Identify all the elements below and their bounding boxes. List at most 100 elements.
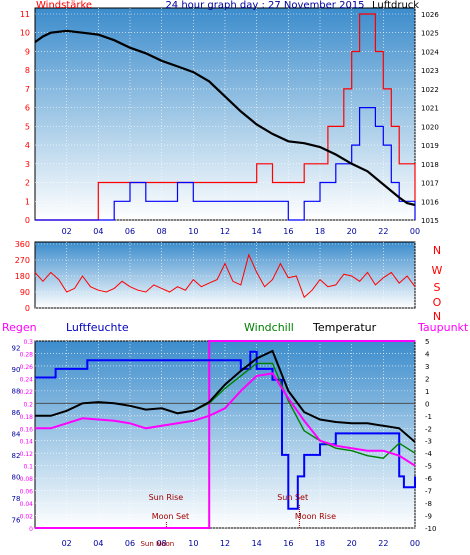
- x-tick-label: 18: [315, 539, 325, 548]
- left-tick-label: 6: [25, 104, 30, 113]
- temp-tick-label: -1: [425, 413, 432, 421]
- legend-temperatur: Temperatur: [312, 321, 377, 334]
- annotation-sun-rise: Sun Rise: [149, 493, 184, 502]
- rain-tick-label: 0.02: [20, 514, 34, 521]
- right-tick-label: 1023: [421, 67, 439, 75]
- rain-tick-label: 0.2: [23, 401, 33, 408]
- x-tick-label: 02: [62, 539, 72, 548]
- rain-tick-label: 0.12: [20, 451, 34, 458]
- rain-tick-label: 0: [29, 526, 33, 533]
- left-tick-label: 2: [25, 179, 30, 188]
- temperature-humidity-chart: -10-9-8-7-6-5-4-3-2-10123457678808284868…: [2, 321, 469, 548]
- legend-regen: Regen: [2, 321, 37, 334]
- left-tick-label: 1: [25, 197, 30, 206]
- right-tick-label: 1016: [421, 198, 439, 206]
- humidity-tick-label: 80: [12, 473, 21, 481]
- x-tick-label: 22: [378, 539, 388, 548]
- rain-tick-label: 0.14: [20, 439, 34, 446]
- annotation-moon-rise: Moon Rise: [295, 512, 336, 521]
- temp-tick-label: 0: [425, 400, 429, 408]
- x-tick-label: 02: [62, 227, 72, 236]
- astro-annotations: Sun Rise Sun Set Moon Set Moon Rise Sun Noon: [140, 493, 336, 548]
- humidity-tick-label: 88: [12, 387, 21, 395]
- temp-tick-label: -10: [425, 525, 436, 533]
- x-tick-label: 14: [252, 539, 262, 548]
- tick-labels: -10-9-8-7-6-5-4-3-2-10123457678808284868…: [12, 338, 437, 548]
- legend-luftfeuchte: Luftfeuchte: [66, 321, 129, 334]
- humidity-tick-label: 86: [12, 409, 21, 417]
- rain-tick-label: 0.1: [23, 464, 33, 471]
- legend-windchill: Windchill: [244, 321, 294, 334]
- series-regen: [35, 340, 415, 529]
- right-axis-label: Luftdruck: [372, 0, 419, 11]
- series-taupunkt: [35, 372, 416, 467]
- x-tick-label: 04: [93, 539, 103, 548]
- x-tick-label: 04: [93, 227, 103, 236]
- right-tick-label: 1022: [421, 86, 439, 94]
- series: [34, 13, 416, 221]
- chart-title: 24 hour graph day : 27 November 2015: [165, 0, 364, 11]
- x-tick-label: 06: [125, 227, 135, 236]
- x-tick-label: 18: [315, 227, 325, 236]
- right-tick-label: 1015: [421, 217, 439, 225]
- grid: [35, 340, 416, 529]
- rain-tick-label: 0.16: [20, 426, 34, 433]
- rain-tick-label: 0.3: [23, 339, 33, 346]
- humidity-tick-label: 82: [12, 452, 21, 460]
- left-tick-label: 11: [20, 10, 30, 19]
- series-luftdruck: [34, 29, 416, 207]
- compass-label: N: [433, 310, 441, 323]
- x-tick-label: 08: [157, 539, 167, 548]
- legend-taupunkt: Taupunkt: [417, 321, 469, 334]
- temp-tick-label: -2: [425, 425, 432, 433]
- temp-tick-label: -7: [425, 488, 432, 496]
- rain-tick-label: 0.06: [20, 489, 34, 496]
- left-tick-label: 4: [25, 141, 30, 150]
- right-tick-label: 1026: [421, 11, 439, 19]
- left-tick-label: 8: [25, 66, 30, 75]
- temp-tick-label: -9: [425, 513, 432, 521]
- rain-tick-label: 0.18: [20, 414, 34, 421]
- humidity-tick-label: 76: [12, 516, 21, 524]
- rain-tick-label: 0.08: [20, 476, 34, 483]
- compass-label: O: [433, 296, 442, 309]
- left-tick-label: 180: [15, 272, 30, 281]
- grid: [35, 242, 416, 309]
- x-tick-label: 10: [188, 227, 198, 236]
- left-tick-label: 5: [25, 122, 30, 131]
- right-tick-label: 1020: [421, 123, 439, 131]
- left-axis-label: Windstärke: [36, 0, 92, 11]
- x-tick-label: 00: [410, 539, 420, 548]
- rain-tick-label: 0.26: [20, 364, 34, 371]
- series-luftfeuchte: [35, 350, 416, 510]
- x-tick-label: 14: [252, 227, 262, 236]
- wind-pressure-chart: 0123456789101110151016101710181019102010…: [20, 0, 440, 236]
- right-tick-label: 1024: [421, 48, 439, 56]
- right-tick-label: 1025: [421, 30, 439, 38]
- right-tick-label: 1021: [421, 105, 439, 113]
- temp-tick-label: -5: [425, 463, 432, 471]
- x-tick-label: 12: [220, 227, 230, 236]
- temp-tick-label: -4: [425, 450, 433, 458]
- humidity-tick-label: 78: [12, 495, 21, 503]
- temp-tick-label: 2: [425, 375, 429, 383]
- temp-tick-label: 1: [425, 388, 429, 396]
- x-tick-label: 16: [283, 227, 293, 236]
- right-tick-label: 1019: [421, 142, 439, 150]
- left-tick-label: 90: [20, 288, 30, 297]
- left-tick-label: 0: [25, 216, 30, 225]
- x-tick-label: 20: [347, 227, 357, 236]
- left-tick-label: 0: [25, 304, 30, 313]
- x-tick-label: 06: [125, 539, 135, 548]
- left-tick-label: 9: [25, 47, 30, 56]
- compass-label: S: [434, 281, 441, 294]
- x-tick-label: 22: [378, 227, 388, 236]
- right-tick-label: 1017: [421, 180, 439, 188]
- humidity-tick-label: 90: [12, 366, 21, 374]
- series: [34, 253, 416, 299]
- temp-tick-label: 5: [425, 338, 429, 346]
- temp-tick-label: 3: [425, 363, 429, 371]
- temp-tick-label: 4: [425, 350, 430, 358]
